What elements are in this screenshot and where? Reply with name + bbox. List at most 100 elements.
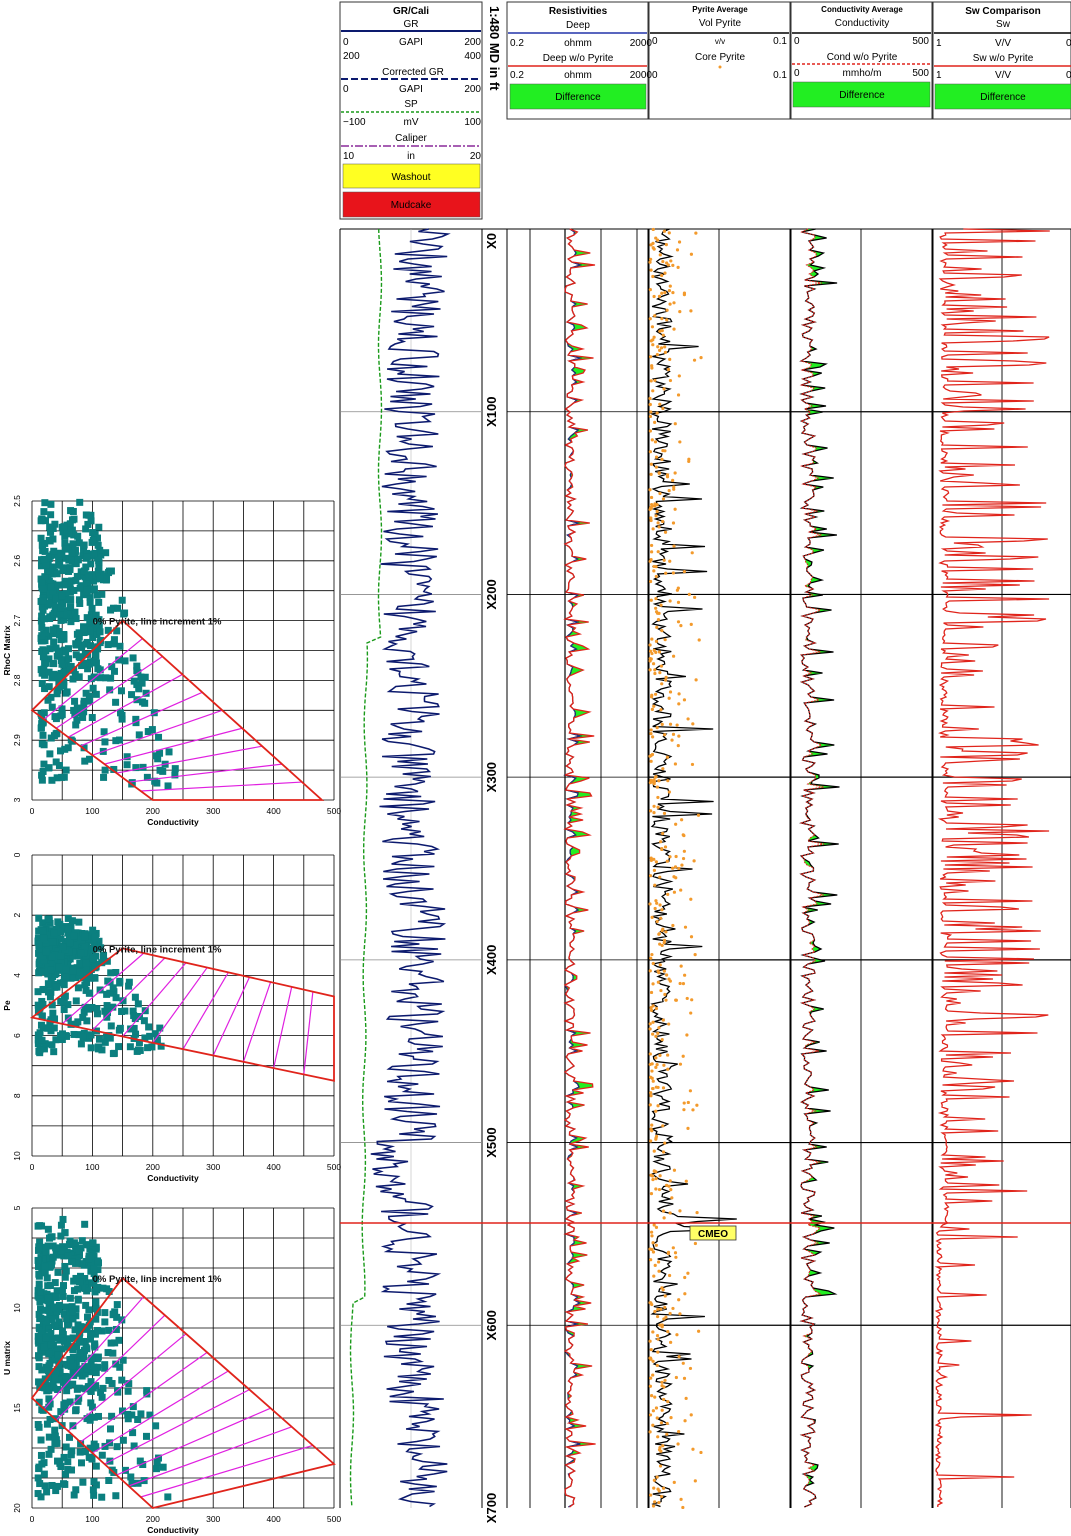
core-pyrite-point bbox=[677, 734, 681, 738]
core-pyrite-point bbox=[655, 919, 659, 924]
xp-point bbox=[102, 674, 110, 682]
pyrite-vol-name: Vol Pyrite bbox=[699, 18, 742, 29]
core-pyrite-point bbox=[676, 1442, 680, 1446]
xp-point bbox=[36, 1298, 44, 1306]
sp-min: −100 bbox=[343, 117, 366, 128]
xp-point bbox=[73, 1342, 81, 1350]
core-pyrite-point bbox=[673, 507, 677, 511]
core-pyrite-point bbox=[686, 717, 690, 721]
xp-point bbox=[47, 579, 55, 587]
xp-point bbox=[85, 692, 93, 700]
xp-point bbox=[107, 674, 115, 682]
core-pyrite-point bbox=[652, 1149, 656, 1153]
core-pyrite-point bbox=[691, 1108, 695, 1112]
xp-point bbox=[35, 1243, 43, 1251]
xp-point bbox=[55, 1334, 63, 1342]
gr-min: 0 bbox=[343, 37, 349, 48]
xp-point bbox=[45, 668, 53, 676]
xp-point bbox=[105, 1476, 113, 1484]
xp-point bbox=[49, 938, 57, 946]
xp-point bbox=[62, 1470, 70, 1478]
xp-point bbox=[75, 629, 83, 637]
core-pyrite-point bbox=[650, 1234, 654, 1238]
sw-diff-swatch bbox=[934, 83, 1071, 110]
xp-point bbox=[79, 1478, 87, 1486]
xp-hatch-line bbox=[43, 1296, 145, 1410]
core-pyrite-point bbox=[648, 781, 652, 785]
core-pyrite-point bbox=[679, 1497, 683, 1501]
core-pyrite-point bbox=[653, 775, 658, 779]
core-pyrite-point bbox=[648, 902, 652, 906]
xp-point bbox=[100, 951, 108, 959]
core-pyrite-point bbox=[653, 668, 657, 672]
xp-point bbox=[104, 641, 112, 649]
core-pyrite-point bbox=[648, 643, 652, 647]
xp-hatch-line bbox=[55, 1314, 166, 1421]
xp-point bbox=[85, 1252, 93, 1260]
xp-point bbox=[156, 749, 164, 757]
core-pyrite-point bbox=[651, 1330, 655, 1334]
xp-ylabel: Pe bbox=[2, 1000, 12, 1011]
core-pyrite-point bbox=[657, 779, 661, 783]
xp-point bbox=[90, 577, 98, 585]
xp-point bbox=[88, 604, 96, 612]
core-pyrite-point bbox=[659, 346, 664, 350]
xp-point bbox=[164, 1493, 172, 1501]
xp-point bbox=[134, 1000, 142, 1008]
xp-point bbox=[60, 668, 68, 676]
xp-point bbox=[37, 1021, 45, 1029]
xp-point bbox=[53, 983, 61, 991]
xp-point bbox=[93, 591, 101, 599]
xp-point bbox=[86, 1416, 94, 1424]
core-pyrite-point bbox=[683, 1275, 687, 1280]
xp-point bbox=[75, 1252, 83, 1260]
xp-point bbox=[47, 1329, 55, 1337]
xp-point bbox=[94, 1257, 102, 1265]
core-pyrite-point bbox=[678, 1209, 682, 1213]
xp-point bbox=[70, 706, 78, 714]
xp-point bbox=[51, 1374, 59, 1382]
xp-envelope bbox=[29, 947, 335, 1082]
xp-point bbox=[46, 988, 54, 996]
core-pyrite-point bbox=[689, 1413, 693, 1417]
xp-point bbox=[60, 1006, 68, 1014]
xp-point bbox=[70, 531, 78, 539]
gr-min2: 200 bbox=[343, 51, 360, 62]
xp-point bbox=[78, 1260, 86, 1268]
xp-point bbox=[93, 1010, 101, 1018]
xp-point bbox=[40, 615, 48, 623]
xp-point bbox=[53, 774, 61, 782]
xp-point bbox=[90, 585, 98, 593]
xp-point bbox=[81, 933, 89, 941]
resist-deep-unit: ohmm bbox=[564, 38, 592, 49]
core-pyrite-point bbox=[650, 438, 654, 442]
core-pyrite-point bbox=[689, 252, 694, 256]
xp-point bbox=[55, 1251, 63, 1259]
core-pyrite-point bbox=[648, 396, 652, 401]
xp-point bbox=[40, 1459, 48, 1467]
core-pyrite-point bbox=[651, 1250, 656, 1254]
core-pyrite-point bbox=[658, 1323, 662, 1327]
xp-point bbox=[103, 1013, 111, 1021]
core-pyrite-point bbox=[648, 260, 652, 264]
xp-point bbox=[87, 1378, 95, 1386]
xp-point bbox=[144, 1044, 152, 1052]
core-pyrite-point bbox=[663, 1305, 667, 1310]
xp-point bbox=[51, 951, 59, 959]
xp-point bbox=[77, 1040, 85, 1048]
xp-hatch-line bbox=[92, 709, 223, 756]
xp-point bbox=[55, 650, 63, 658]
core-pyrite-point bbox=[652, 648, 656, 652]
core-pyrite-point bbox=[676, 393, 681, 397]
core-pyrite-point bbox=[649, 856, 653, 860]
core-pyrite-point bbox=[648, 579, 653, 584]
xp-point bbox=[65, 948, 73, 956]
sw-max: 0 bbox=[1066, 38, 1071, 49]
depth-tick-label: X300 bbox=[484, 762, 499, 792]
core-pyrite-point bbox=[648, 1430, 652, 1434]
core-pyrite-point bbox=[665, 308, 669, 312]
xp-point bbox=[132, 1030, 140, 1038]
xp-hatch-line bbox=[80, 691, 203, 747]
xp-point bbox=[64, 925, 72, 933]
xp-point bbox=[47, 583, 55, 591]
